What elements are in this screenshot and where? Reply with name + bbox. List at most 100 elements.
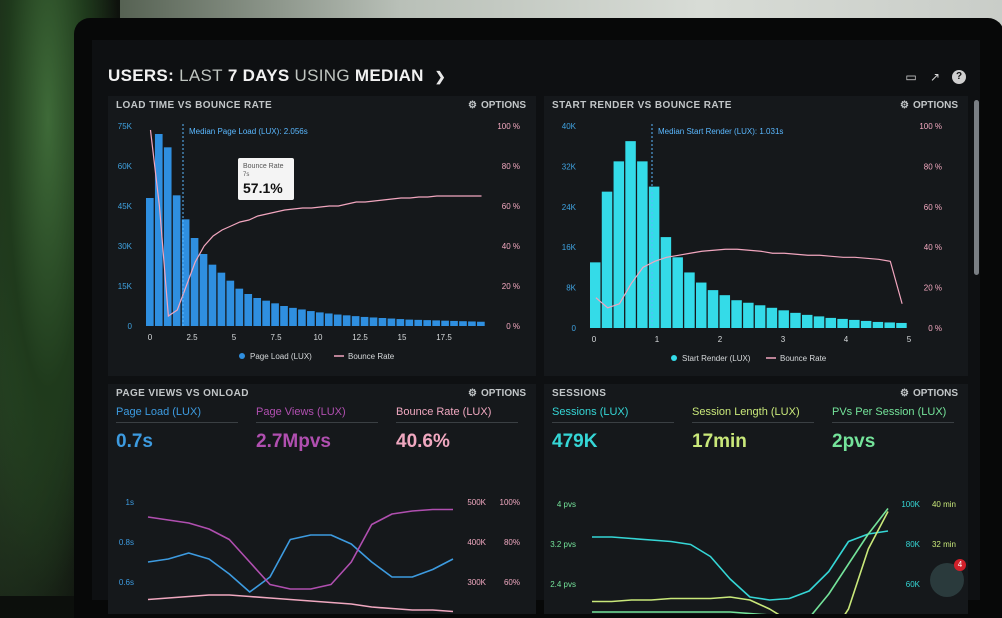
x-tick-label: 10 bbox=[314, 333, 323, 342]
bar bbox=[441, 320, 449, 326]
bar bbox=[719, 295, 731, 328]
bar bbox=[226, 280, 235, 326]
y-tick-label: 8K bbox=[566, 284, 576, 293]
y-tick-label: 0.8s bbox=[119, 538, 134, 547]
monitor-icon[interactable]: ▭ bbox=[905, 70, 917, 84]
options-button[interactable]: ⚙ OPTIONS bbox=[900, 100, 958, 111]
x-tick-label: 3 bbox=[781, 335, 786, 344]
share-icon[interactable]: ↗ bbox=[929, 70, 941, 84]
bar bbox=[298, 309, 306, 326]
y3-tick-label: 100% bbox=[500, 498, 520, 507]
y2-tick-label: 80 % bbox=[924, 162, 942, 171]
y2-tick-label: 60 % bbox=[502, 202, 520, 211]
bar bbox=[450, 320, 458, 326]
y-tick-label: 1s bbox=[126, 498, 134, 507]
chevron-down-icon[interactable]: ❯ bbox=[434, 69, 446, 84]
start-render-chart: 40K 32K 24K 16K 8K 0 100 % 80 % 60 % 40 % 20 % 0 % 0… bbox=[562, 122, 942, 363]
bar bbox=[601, 191, 613, 328]
y2-tick-label: 0 % bbox=[928, 324, 942, 333]
y2-tick-label: 100 % bbox=[497, 122, 520, 131]
header-users: USERS: bbox=[108, 66, 175, 85]
y2-tick-label: 60 % bbox=[924, 203, 942, 212]
y2-tick-label: 300K bbox=[467, 578, 486, 587]
kpi-value: 2pvs bbox=[832, 431, 876, 452]
bar bbox=[369, 317, 378, 326]
panel-title: SESSIONS bbox=[552, 388, 607, 399]
bar bbox=[813, 316, 825, 328]
options-button[interactable]: ⚙ OPTIONS bbox=[468, 100, 526, 111]
x-tick-label: 5 bbox=[907, 335, 912, 344]
options-button[interactable]: ⚙ OPTIONS bbox=[900, 388, 958, 399]
kpi-value: 2.7Mpvs bbox=[256, 431, 331, 452]
kpi-value: 0.7s bbox=[116, 431, 153, 452]
bar bbox=[684, 272, 695, 328]
gear-icon: ⚙ bbox=[900, 388, 909, 399]
y-tick-label: 16K bbox=[562, 243, 577, 252]
bar bbox=[307, 311, 315, 326]
y3-tick-label: 32 min bbox=[932, 540, 956, 549]
y-tick-label: 3.2 pvs bbox=[550, 540, 576, 549]
kpi-card[interactable]: Sessions (LUX) 479K bbox=[552, 406, 674, 453]
bar bbox=[208, 264, 217, 326]
y-tick-label: 75K bbox=[118, 122, 133, 131]
bar bbox=[468, 321, 476, 326]
median-label: Median Page Load (LUX): 2.056s bbox=[189, 127, 308, 136]
chat-button[interactable]: 4 bbox=[930, 559, 966, 597]
gear-icon: ⚙ bbox=[468, 100, 477, 111]
header-days: 7 DAYS bbox=[227, 66, 290, 85]
kpi-card[interactable]: PVs Per Session (LUX) 2pvs bbox=[832, 406, 954, 453]
y-tick-label: 0 bbox=[128, 322, 133, 331]
bar bbox=[778, 310, 789, 328]
bar bbox=[146, 198, 154, 326]
y-tick-label: 60K bbox=[118, 162, 133, 171]
kpi-label: Page Views (LUX) bbox=[256, 406, 378, 423]
panel-start-render: START RENDER VS BOUNCE RATE ⚙ OPTIONS 40K… bbox=[544, 96, 968, 376]
bar bbox=[613, 161, 625, 328]
tooltip-subtitle: 7s bbox=[243, 172, 249, 178]
bar bbox=[432, 320, 440, 326]
panel-title: LOAD TIME VS BOUNCE RATE bbox=[116, 100, 273, 111]
scrollbar[interactable] bbox=[974, 100, 979, 275]
bar bbox=[637, 161, 648, 328]
bar bbox=[289, 307, 297, 326]
kpi-card[interactable]: Bounce Rate (LUX) 40.6% bbox=[396, 406, 518, 453]
gear-icon: ⚙ bbox=[900, 100, 909, 111]
kpi-card[interactable]: Page Load (LUX) 0.7s bbox=[116, 406, 238, 453]
header-last: LAST bbox=[179, 66, 223, 85]
y2-tick-label: 100 % bbox=[919, 122, 942, 131]
kpi-card[interactable]: Session Length (LUX) 17min bbox=[692, 406, 814, 453]
dashboard-header[interactable]: USERS: LAST 7 DAYS USING MEDIAN ❯ bbox=[108, 66, 446, 86]
panel-page-views: PAGE VIEWS VS ONLOAD ⚙ OPTIONS Page Load … bbox=[108, 384, 536, 614]
series-line bbox=[592, 511, 889, 614]
y3-tick-label: 40 min bbox=[932, 500, 956, 509]
legend-label-a: Start Render (LUX) bbox=[682, 354, 751, 363]
bar bbox=[235, 288, 244, 326]
bar bbox=[825, 317, 837, 328]
toolbar-icons: ▭ ↗ ? bbox=[904, 70, 966, 84]
help-icon[interactable]: ? bbox=[952, 70, 966, 84]
panel-load-time: LOAD TIME VS BOUNCE RATE ⚙ OPTIONS 75K 60K… bbox=[108, 96, 536, 376]
kpi-label: Session Length (LUX) bbox=[692, 406, 814, 423]
bar bbox=[477, 321, 485, 326]
kpi-label: PVs Per Session (LUX) bbox=[832, 406, 954, 423]
x-tick-label: 15 bbox=[398, 333, 407, 342]
bar bbox=[423, 320, 432, 326]
bar bbox=[342, 315, 351, 326]
bar bbox=[405, 319, 414, 326]
bar bbox=[244, 294, 253, 326]
bar bbox=[766, 307, 778, 328]
bar bbox=[696, 282, 707, 328]
y-tick-label: 45K bbox=[118, 202, 133, 211]
x-tick-label: 7.5 bbox=[270, 333, 282, 342]
gear-icon: ⚙ bbox=[468, 388, 477, 399]
bar bbox=[154, 134, 163, 326]
y2-tick-label: 80K bbox=[906, 540, 921, 549]
bar bbox=[181, 219, 190, 326]
y-tick-label: 30K bbox=[118, 242, 133, 251]
header-using: USING bbox=[294, 66, 350, 85]
bar bbox=[351, 316, 360, 326]
options-button[interactable]: ⚙ OPTIONS bbox=[468, 388, 526, 399]
bar bbox=[271, 303, 279, 326]
bar bbox=[262, 300, 270, 326]
kpi-card[interactable]: Page Views (LUX) 2.7Mpvs bbox=[256, 406, 378, 453]
